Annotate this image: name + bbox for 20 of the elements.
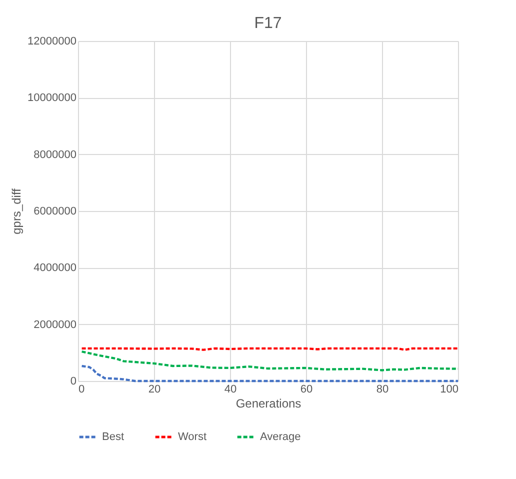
x-tick-label: 80 (376, 384, 389, 396)
legend-label: Average (260, 431, 301, 443)
y-tick-label: 10000000 (28, 92, 76, 104)
y-tick-label: 4000000 (34, 262, 76, 274)
y-axis-title: gprs_diff (10, 188, 24, 234)
y-tick-label: 2000000 (34, 318, 76, 331)
x-tick-label: 40 (224, 384, 237, 396)
chart-title: F17 (254, 15, 282, 32)
y-tick-label: 12000000 (28, 36, 76, 48)
y-tick-label: 6000000 (34, 206, 76, 218)
legend-label: Worst (178, 431, 207, 443)
x-axis-title: Generations (236, 396, 302, 410)
line-series (80, 364, 460, 382)
y-tick-label: 8000000 (34, 148, 76, 161)
x-tick-label: 100 (440, 384, 458, 396)
x-tick-label: 60 (300, 384, 313, 396)
y-tick-label: 0 (70, 376, 76, 388)
x-tick-label: 20 (148, 384, 161, 396)
legend-label: Best (102, 431, 124, 443)
x-tick-label: 0 (78, 384, 85, 396)
